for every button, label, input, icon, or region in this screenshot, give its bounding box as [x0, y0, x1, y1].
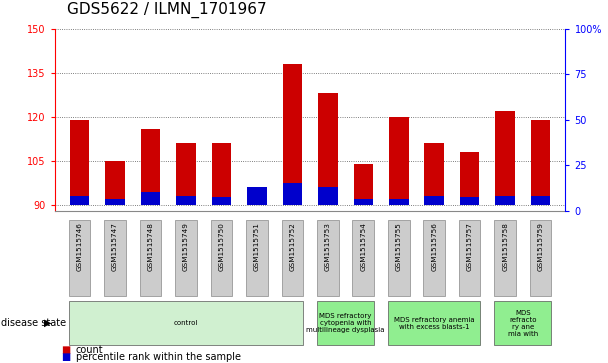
Bar [388, 301, 480, 345]
Bar [353, 199, 373, 205]
Bar [212, 197, 231, 205]
Bar [247, 187, 267, 205]
Bar [460, 197, 480, 205]
Bar [210, 220, 232, 296]
Text: MDS refractory
cytopenia with
multilineage dysplasia: MDS refractory cytopenia with multilinea… [306, 313, 385, 333]
Bar [424, 196, 444, 205]
Text: GSM1515753: GSM1515753 [325, 222, 331, 271]
Bar [496, 196, 515, 205]
Bar [318, 93, 337, 205]
Bar [530, 220, 551, 296]
Text: GSM1515750: GSM1515750 [218, 222, 224, 271]
Text: count: count [76, 345, 103, 355]
Bar [175, 220, 197, 296]
Bar [282, 220, 303, 296]
Bar [140, 129, 161, 205]
Bar [353, 220, 374, 296]
Text: ▶: ▶ [44, 318, 52, 328]
Bar [317, 220, 339, 296]
Bar [388, 220, 410, 296]
Bar [69, 220, 91, 296]
Text: GSM1515754: GSM1515754 [361, 222, 366, 271]
Text: GSM1515752: GSM1515752 [289, 222, 295, 271]
Bar [140, 192, 161, 205]
Text: GSM1515757: GSM1515757 [467, 222, 472, 271]
Bar [353, 164, 373, 205]
Bar [389, 117, 409, 205]
Text: GSM1515751: GSM1515751 [254, 222, 260, 271]
Bar [247, 193, 267, 205]
Bar [389, 199, 409, 205]
Text: GDS5622 / ILMN_1701967: GDS5622 / ILMN_1701967 [67, 2, 266, 18]
Text: MDS
refracto
ry ane
mia with: MDS refracto ry ane mia with [508, 310, 538, 337]
Bar [531, 120, 550, 205]
Text: MDS refractory anemia
with excess blasts-1: MDS refractory anemia with excess blasts… [394, 317, 474, 330]
Text: disease state: disease state [1, 318, 66, 328]
Bar [460, 152, 480, 205]
Bar [317, 301, 374, 345]
Text: ■: ■ [61, 352, 70, 362]
Bar [105, 199, 125, 205]
Bar [318, 187, 337, 205]
Bar [423, 220, 445, 296]
Text: control: control [174, 320, 198, 326]
Bar [212, 143, 231, 205]
Text: GSM1515747: GSM1515747 [112, 222, 118, 271]
Bar [494, 301, 551, 345]
Bar [70, 196, 89, 205]
Text: ■: ■ [61, 345, 70, 355]
Bar [140, 220, 161, 296]
Text: GSM1515748: GSM1515748 [148, 222, 153, 271]
Text: GSM1515756: GSM1515756 [431, 222, 437, 271]
Text: GSM1515755: GSM1515755 [396, 222, 402, 271]
Bar [105, 161, 125, 205]
Bar [424, 143, 444, 205]
Bar [283, 183, 302, 205]
Text: percentile rank within the sample: percentile rank within the sample [76, 352, 241, 362]
Bar [496, 111, 515, 205]
Bar [104, 220, 126, 296]
Bar [459, 220, 480, 296]
Bar [176, 196, 196, 205]
Text: GSM1515759: GSM1515759 [537, 222, 544, 271]
Bar [531, 196, 550, 205]
Bar [69, 301, 303, 345]
Bar [283, 64, 302, 205]
Text: GSM1515758: GSM1515758 [502, 222, 508, 271]
Bar [176, 143, 196, 205]
Bar [246, 220, 268, 296]
Text: GSM1515746: GSM1515746 [77, 222, 83, 271]
Text: GSM1515749: GSM1515749 [183, 222, 189, 271]
Bar [70, 120, 89, 205]
Bar [494, 220, 516, 296]
